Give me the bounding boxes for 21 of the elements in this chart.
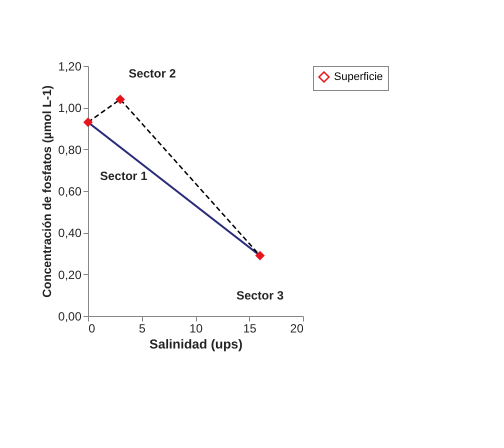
- y-tick-label: 0,80: [58, 142, 82, 157]
- x-tick-label: 20: [290, 322, 304, 336]
- x-tick-label: 0: [88, 322, 96, 336]
- y-tick-label: 0,00: [58, 310, 82, 324]
- annotation: Sector 2: [128, 66, 176, 80]
- y-tick-label: 0,60: [58, 184, 82, 198]
- y-tick-label: 1,20: [58, 60, 82, 74]
- x-tick-label: 10: [189, 322, 203, 336]
- y-tick-label: 0,20: [58, 268, 82, 282]
- point: [83, 118, 93, 127]
- y-tick-label: 0,40: [58, 226, 82, 240]
- point: [116, 94, 125, 104]
- x-tick-label: 5: [138, 322, 146, 336]
- y-tick-label: 1,00: [58, 101, 82, 116]
- x-tick-label: 15: [243, 322, 257, 336]
- annotation: Sector 1: [100, 169, 148, 183]
- annotation: Sector 3: [236, 288, 284, 303]
- legend-label: Superficie: [334, 71, 383, 83]
- y-axis-title: Concentración de fosfatos (µmol L-1): [40, 85, 54, 298]
- point: [255, 250, 265, 260]
- x-axis-title: Salinidad (ups): [149, 336, 243, 352]
